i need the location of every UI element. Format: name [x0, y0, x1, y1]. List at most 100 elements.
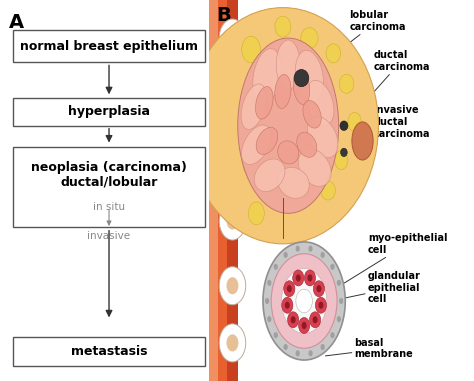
Ellipse shape — [275, 74, 291, 109]
Bar — [203, 0, 218, 381]
Circle shape — [265, 298, 269, 304]
Circle shape — [304, 270, 316, 286]
Circle shape — [301, 322, 307, 329]
Circle shape — [296, 289, 312, 313]
Text: basal
membrane: basal membrane — [326, 338, 413, 359]
Circle shape — [337, 316, 341, 322]
Ellipse shape — [219, 72, 246, 110]
Text: ductal
carcinoma: ductal carcinoma — [346, 50, 429, 124]
Ellipse shape — [297, 132, 317, 157]
Ellipse shape — [187, 8, 378, 244]
Circle shape — [285, 302, 290, 309]
Circle shape — [283, 344, 288, 350]
Text: invasive: invasive — [88, 231, 130, 241]
Circle shape — [271, 254, 337, 348]
Ellipse shape — [219, 19, 246, 57]
Ellipse shape — [301, 27, 318, 48]
Ellipse shape — [241, 125, 271, 165]
Ellipse shape — [219, 324, 246, 362]
Ellipse shape — [298, 149, 331, 186]
Ellipse shape — [253, 48, 281, 104]
Text: metastasis: metastasis — [71, 345, 147, 358]
Circle shape — [282, 297, 293, 313]
Ellipse shape — [227, 213, 238, 229]
Circle shape — [293, 270, 304, 286]
Text: neoplasia (carcinoma)
ductal/lobular: neoplasia (carcinoma) ductal/lobular — [31, 161, 187, 189]
Circle shape — [339, 298, 343, 304]
Text: invasive
ductal
carcinoma: invasive ductal carcinoma — [346, 105, 429, 151]
Circle shape — [283, 252, 288, 258]
Circle shape — [296, 274, 301, 282]
Ellipse shape — [302, 173, 317, 192]
Ellipse shape — [248, 202, 264, 225]
Ellipse shape — [238, 38, 338, 213]
Text: glandular
epithelial
cell: glandular epithelial cell — [333, 271, 421, 304]
Circle shape — [308, 274, 312, 282]
Ellipse shape — [293, 71, 310, 104]
Ellipse shape — [243, 152, 259, 176]
Ellipse shape — [227, 83, 238, 100]
Ellipse shape — [219, 202, 246, 240]
Circle shape — [296, 246, 300, 252]
Ellipse shape — [241, 84, 266, 130]
Ellipse shape — [255, 86, 273, 119]
Circle shape — [273, 332, 278, 338]
Circle shape — [330, 332, 335, 338]
Ellipse shape — [339, 74, 354, 93]
Circle shape — [296, 350, 300, 356]
Ellipse shape — [227, 277, 238, 294]
Ellipse shape — [256, 127, 278, 155]
Circle shape — [299, 317, 310, 333]
Circle shape — [291, 316, 296, 323]
Circle shape — [267, 280, 272, 286]
Ellipse shape — [326, 44, 341, 63]
Circle shape — [263, 242, 345, 360]
Circle shape — [309, 246, 313, 252]
Text: A: A — [9, 13, 24, 32]
Ellipse shape — [308, 117, 338, 158]
Ellipse shape — [275, 16, 291, 37]
Ellipse shape — [278, 141, 299, 164]
Circle shape — [267, 316, 272, 322]
Circle shape — [313, 281, 325, 297]
Ellipse shape — [348, 112, 361, 131]
Text: B: B — [217, 6, 231, 25]
Bar — [203, 0, 238, 381]
Circle shape — [273, 264, 278, 270]
Circle shape — [284, 281, 295, 297]
Ellipse shape — [227, 29, 238, 46]
Circle shape — [330, 264, 335, 270]
Ellipse shape — [341, 148, 347, 157]
Ellipse shape — [340, 121, 348, 130]
Ellipse shape — [227, 335, 238, 351]
FancyBboxPatch shape — [13, 98, 205, 126]
Ellipse shape — [295, 50, 323, 102]
Circle shape — [312, 316, 318, 323]
Circle shape — [319, 302, 323, 309]
FancyBboxPatch shape — [13, 30, 205, 62]
Circle shape — [287, 285, 292, 292]
Circle shape — [320, 252, 325, 258]
FancyBboxPatch shape — [13, 337, 205, 366]
Ellipse shape — [275, 192, 290, 211]
Ellipse shape — [321, 181, 335, 200]
Ellipse shape — [294, 69, 309, 86]
Circle shape — [288, 312, 299, 328]
Ellipse shape — [276, 40, 300, 90]
Ellipse shape — [260, 58, 274, 79]
Circle shape — [315, 297, 327, 313]
Bar — [203, 0, 227, 381]
Ellipse shape — [306, 80, 334, 125]
Ellipse shape — [227, 144, 238, 161]
Text: hyperplasia: hyperplasia — [68, 106, 150, 118]
Circle shape — [310, 312, 320, 328]
Circle shape — [309, 350, 313, 356]
Circle shape — [317, 285, 321, 292]
Ellipse shape — [278, 167, 310, 199]
Text: normal breast epithelium: normal breast epithelium — [20, 40, 198, 53]
Ellipse shape — [335, 150, 348, 170]
Circle shape — [282, 269, 327, 333]
Ellipse shape — [219, 133, 246, 171]
Ellipse shape — [303, 101, 321, 128]
Circle shape — [320, 344, 325, 350]
